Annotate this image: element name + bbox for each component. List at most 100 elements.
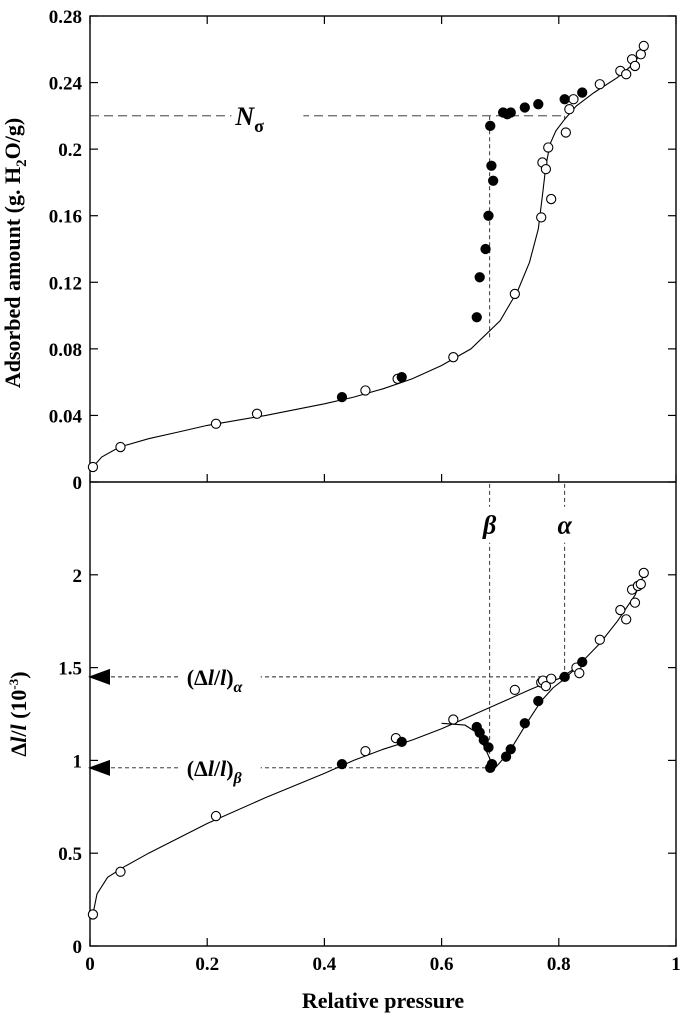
adsorption-desorption-point-3 xyxy=(474,272,485,283)
adsorption-adsorption-point-14 xyxy=(564,104,575,115)
x-tick-label-0: 0 xyxy=(85,954,95,975)
adsorption-desorption-point-15 xyxy=(577,87,588,98)
adsorption-desorption-point-13 xyxy=(533,99,544,110)
adsorption-desorption-point-6 xyxy=(485,120,496,131)
plot-frame xyxy=(89,15,677,947)
adsorption-adsorption-point-15 xyxy=(568,94,579,105)
strain-desorption-point-0 xyxy=(336,758,348,770)
strain-desorption-point-10 xyxy=(519,718,530,729)
adsorption-desorption-point-2 xyxy=(471,312,482,323)
adsorption-y-tick-label-6: 0.24 xyxy=(49,74,83,95)
strain-adsorption-point-3 xyxy=(360,745,371,757)
strain-desorption-point-4 xyxy=(478,734,489,746)
strain-y-tick-label-1: 0.5 xyxy=(58,844,82,865)
alpha-level-arrow xyxy=(88,668,110,685)
axis-ticks: 0 0.2 0.4 0.6 0.8 1 0 0.04 0.08 0.12 0.16 0.2 0.24 0.… xyxy=(49,7,681,975)
beta-label-bg xyxy=(477,506,502,543)
adsorption-y-axis-title: Adsorbed amount (g. H2O/g) xyxy=(0,118,30,388)
adsorption-adsorption-point-20 xyxy=(629,60,641,72)
adsorption-y-tick-label-3: 0.12 xyxy=(49,273,82,294)
strain-adsorption-point-1 xyxy=(115,866,126,877)
strain-adsorption-point-12 xyxy=(574,668,585,679)
strain-y-axis-title: Δl/l (10-3) xyxy=(6,671,31,756)
adsorption-adsorption-point-22 xyxy=(638,40,649,52)
strain-adsorption-point-15 xyxy=(621,614,632,625)
adsorption-adsorption-point-0 xyxy=(87,461,99,473)
strain-adsorption-point-10 xyxy=(546,673,557,684)
adsorption-desorption-point-12 xyxy=(519,102,530,113)
strain-y-tick-label-2: 1 xyxy=(73,751,83,772)
strain-adsorption-point-2 xyxy=(210,810,222,822)
strain-desorption-point-13 xyxy=(577,656,588,668)
delta-l-beta-label-bg xyxy=(178,747,261,788)
delta-l-alpha-label-bg xyxy=(178,656,261,697)
strain-adsorption-point-6 xyxy=(509,684,520,696)
adsorption-adsorption-point-12 xyxy=(546,193,557,205)
strain-adsorption-point-14 xyxy=(615,604,626,616)
strain-desorption-point-8 xyxy=(500,751,512,762)
adsorption-adsorption-point-16 xyxy=(594,79,605,90)
adsorption-adsorption-point-18 xyxy=(621,69,632,80)
n-sigma-label: Nσ xyxy=(234,102,264,136)
adsorption-y-tick-label-7: 0.28 xyxy=(49,7,82,28)
adsorption-y-tick-label-1: 0.04 xyxy=(49,406,83,427)
adsorption-adsorption-point-1 xyxy=(115,441,126,453)
adsorption-fit-curve xyxy=(92,45,645,468)
adsorption-y-tick-label-4: 0.16 xyxy=(49,207,82,228)
strain-desorption-point-12 xyxy=(559,671,570,683)
strain-y-tick-label-3: 1.5 xyxy=(58,659,82,680)
adsorption-desorption-point-11 xyxy=(505,107,516,118)
adsorption-y-tick-label-0: 0 xyxy=(73,473,83,494)
adsorption-adsorption-point-4 xyxy=(360,385,371,396)
adsorption-desorption-point-14 xyxy=(559,94,570,105)
reference-lines xyxy=(90,115,566,769)
strain-adsorption-point-9 xyxy=(540,681,552,692)
x-tick-label-2: 0.4 xyxy=(313,954,337,975)
strain-desorption-point-1 xyxy=(396,736,407,747)
adsorption-desorption-point-1 xyxy=(396,371,407,383)
strain-y-tick-label-4: 2 xyxy=(73,566,83,587)
adsorption-adsorption-point-11 xyxy=(543,142,554,153)
strain-y-tick-label-0: 0 xyxy=(73,937,83,958)
strain-adsorption-point-19 xyxy=(635,578,646,590)
adsorption-adsorption-point-6 xyxy=(448,352,459,363)
strain-desorption-point-9 xyxy=(505,744,516,755)
strain-desorption-point-11 xyxy=(533,695,544,707)
adsorption-desorption-point-5 xyxy=(483,210,494,221)
x-tick-label-5: 1 xyxy=(671,954,681,975)
adsorption-y-tick-label-5: 0.2 xyxy=(58,140,82,161)
adsorption-adsorption-point-7 xyxy=(509,288,520,300)
delta-l-alpha-label: (Δl/l)α xyxy=(187,665,244,696)
x-tick-label-1: 0.2 xyxy=(195,954,219,975)
adsorption-adsorption-point-2 xyxy=(210,418,222,429)
adsorption-y-tick-label-2: 0.08 xyxy=(49,340,82,361)
plot-border xyxy=(89,15,677,947)
data-markers xyxy=(87,40,649,920)
beta-label: β xyxy=(482,511,497,540)
adsorption-desorption-point-0 xyxy=(336,391,348,403)
axis-titles: Relative pressure Adsorbed amount (g. H2… xyxy=(0,118,464,1013)
x-tick-label-3: 0.6 xyxy=(430,954,454,975)
alpha-label-bg xyxy=(552,506,577,543)
strain-adsorption-point-17 xyxy=(629,597,641,608)
adsorption-adsorption-point-10 xyxy=(540,163,552,175)
strain-desorption-point-5 xyxy=(483,742,494,753)
adsorption-desorption-point-4 xyxy=(480,243,491,255)
delta-l-beta-label: (Δl/l)β xyxy=(187,756,243,787)
strain-adsorption-point-5 xyxy=(448,714,459,725)
annotations: Nσ β α (Δl/l)α (Δl/l)β xyxy=(88,99,577,788)
strain-adsorption-point-20 xyxy=(638,567,649,579)
alpha-label: α xyxy=(557,511,572,540)
strain-fit-curve xyxy=(92,574,645,915)
adsorption-desorption-point-8 xyxy=(488,175,499,186)
beta-level-arrow xyxy=(88,759,110,776)
fit-curves xyxy=(92,45,645,915)
adsorption-adsorption-point-8 xyxy=(536,212,547,223)
adsorption-adsorption-point-3 xyxy=(251,408,263,419)
n-sigma-label-bg xyxy=(231,99,304,132)
x-axis-title: Relative pressure xyxy=(302,988,465,1013)
adsorption-desorption-point-7 xyxy=(486,160,497,171)
strain-desorption-point-7 xyxy=(486,758,498,770)
adsorption-adsorption-point-13 xyxy=(560,127,571,138)
